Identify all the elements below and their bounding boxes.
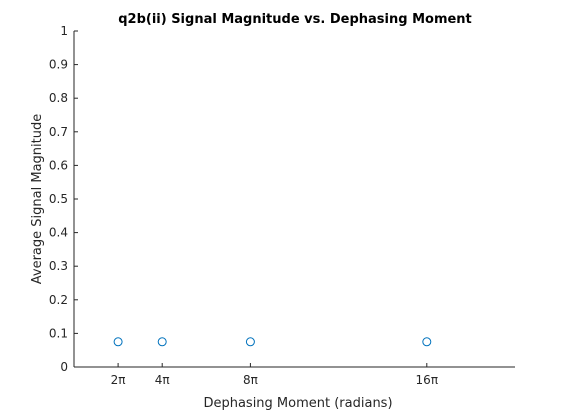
x-tick-label: 16π bbox=[416, 373, 439, 387]
x-tick-label: 4π bbox=[155, 373, 170, 387]
y-tick-label: 0.5 bbox=[49, 192, 68, 206]
y-tick-label: 0 bbox=[60, 360, 68, 374]
y-tick-label: 0.6 bbox=[49, 158, 68, 172]
data-points bbox=[113, 337, 432, 347]
y-tick-label: 0.7 bbox=[49, 125, 68, 139]
y-tick-label: 0.1 bbox=[49, 326, 68, 340]
y-tick-label: 0.3 bbox=[49, 259, 68, 273]
x-tick-label: 8π bbox=[243, 373, 258, 387]
y-ticks: 0 0.1 0.2 0.3 0.4 0.5 0.6 0.7 0.8 0.9 1 bbox=[49, 24, 78, 374]
y-tick-label: 0.2 bbox=[49, 293, 68, 307]
chart-title: q2b(ii) Signal Magnitude vs. Dephasing M… bbox=[118, 12, 472, 27]
data-point bbox=[422, 337, 432, 347]
x-ticks: 2π 4π 8π 16π bbox=[111, 363, 438, 387]
y-tick-label: 1 bbox=[60, 24, 68, 38]
data-point bbox=[245, 337, 255, 347]
axes bbox=[73, 31, 515, 368]
y-tick-label: 0.9 bbox=[49, 58, 68, 72]
y-tick-label: 0.4 bbox=[49, 226, 68, 240]
x-tick-label: 2π bbox=[111, 373, 126, 387]
data-point bbox=[157, 337, 167, 347]
data-point bbox=[113, 337, 123, 347]
y-tick-label: 0.8 bbox=[49, 91, 68, 105]
y-axis-label: Average Signal Magnitude bbox=[30, 114, 45, 284]
x-axis-label: Dephasing Moment (radians) bbox=[203, 396, 392, 411]
